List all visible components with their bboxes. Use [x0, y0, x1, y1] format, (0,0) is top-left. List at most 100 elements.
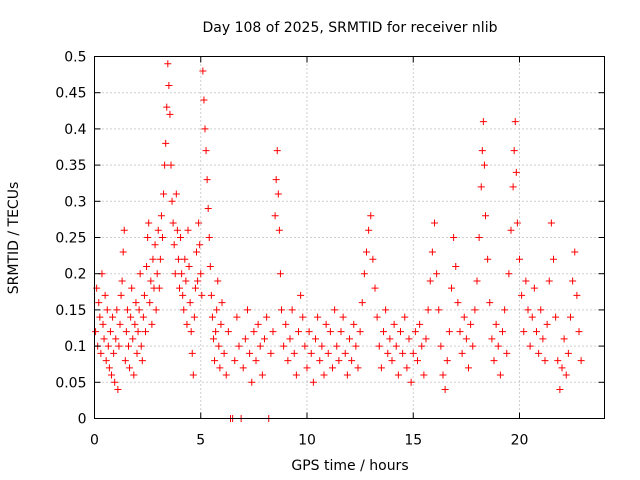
y-axis-label: SRMTID / TECUs — [6, 182, 22, 295]
data-point — [490, 357, 498, 365]
data-point — [567, 313, 574, 321]
data-point — [139, 313, 147, 321]
data-point — [290, 349, 298, 357]
data-point — [312, 335, 319, 343]
data-point — [171, 270, 179, 278]
data-point — [137, 342, 145, 350]
y-tick-label: 0.15 — [55, 303, 86, 319]
data-point — [148, 320, 156, 328]
data-point — [170, 241, 178, 249]
data-point — [206, 262, 214, 270]
data-point — [103, 306, 111, 314]
data-point — [373, 313, 381, 321]
data-point — [172, 190, 180, 198]
data-point — [339, 313, 347, 321]
data-point — [543, 320, 551, 328]
data-point — [278, 306, 285, 314]
data-point — [133, 349, 141, 357]
chart-title: Day 108 of 2025, SRMTID for receiver nli… — [203, 20, 498, 36]
data-point — [135, 306, 143, 314]
data-point — [271, 212, 279, 220]
x-tick-label: 5 — [196, 433, 205, 449]
data-point — [314, 313, 322, 321]
data-point — [501, 306, 509, 314]
data-point — [210, 335, 217, 343]
data-point — [552, 313, 560, 321]
data-point — [108, 371, 115, 379]
data-point — [181, 255, 189, 263]
data-point — [433, 270, 441, 278]
data-point — [329, 364, 336, 372]
data-point — [494, 342, 502, 350]
data-point — [97, 349, 105, 357]
data-point — [365, 226, 373, 234]
data-point — [256, 342, 264, 350]
data-point — [190, 313, 198, 321]
data-point — [274, 190, 282, 198]
data-point — [177, 234, 185, 241]
data-point — [371, 284, 379, 292]
data-point — [384, 349, 392, 357]
data-point — [346, 335, 353, 343]
data-point — [541, 357, 549, 365]
data-point — [275, 226, 283, 234]
data-point — [102, 357, 110, 365]
data-point — [142, 328, 149, 336]
data-point — [460, 313, 468, 321]
data-point — [156, 255, 164, 263]
x-axis-label: GPS time / hours — [291, 458, 408, 474]
data-point — [428, 248, 436, 256]
data-point — [456, 328, 464, 336]
data-point — [535, 349, 543, 357]
data-point — [324, 349, 332, 357]
data-point — [462, 335, 470, 343]
data-point — [420, 371, 428, 379]
data-point — [437, 342, 445, 350]
data-point — [126, 364, 134, 372]
data-point — [562, 371, 570, 379]
data-point — [441, 386, 449, 394]
x-tick-label: 0 — [90, 433, 99, 449]
data-point — [307, 349, 315, 357]
data-point — [530, 284, 538, 292]
data-point — [375, 342, 383, 350]
data-point — [191, 284, 199, 292]
data-point — [473, 277, 481, 285]
data-point — [556, 386, 564, 394]
data-point — [100, 335, 108, 343]
data-point — [458, 349, 466, 357]
data-point — [121, 357, 129, 365]
data-point — [254, 320, 262, 328]
data-point — [131, 320, 139, 328]
data-point — [246, 349, 254, 357]
data-point — [123, 306, 131, 314]
data-point — [164, 60, 172, 68]
data-point — [146, 299, 154, 307]
data-point — [149, 255, 157, 263]
data-point — [539, 335, 547, 343]
data-point — [130, 371, 138, 379]
data-point — [196, 241, 204, 249]
data-point — [115, 342, 123, 350]
data-point — [571, 248, 579, 256]
grid — [94, 56, 605, 419]
data-point — [337, 328, 345, 336]
data-point — [92, 328, 100, 336]
data-point — [409, 349, 417, 357]
data-point — [202, 147, 210, 155]
y-tick-label: 0 — [78, 412, 87, 428]
data-point — [112, 335, 120, 343]
data-point — [203, 176, 211, 184]
data-point — [114, 386, 122, 394]
data-point — [169, 219, 177, 227]
data-point — [134, 328, 142, 336]
data-point — [301, 342, 309, 350]
data-point — [550, 255, 557, 263]
data-point — [95, 299, 103, 307]
data-point — [484, 255, 492, 263]
y-tick-label: 0.35 — [55, 158, 86, 174]
data-point — [184, 226, 192, 234]
data-point — [288, 306, 296, 314]
data-point — [269, 328, 277, 336]
data-point — [122, 328, 130, 336]
